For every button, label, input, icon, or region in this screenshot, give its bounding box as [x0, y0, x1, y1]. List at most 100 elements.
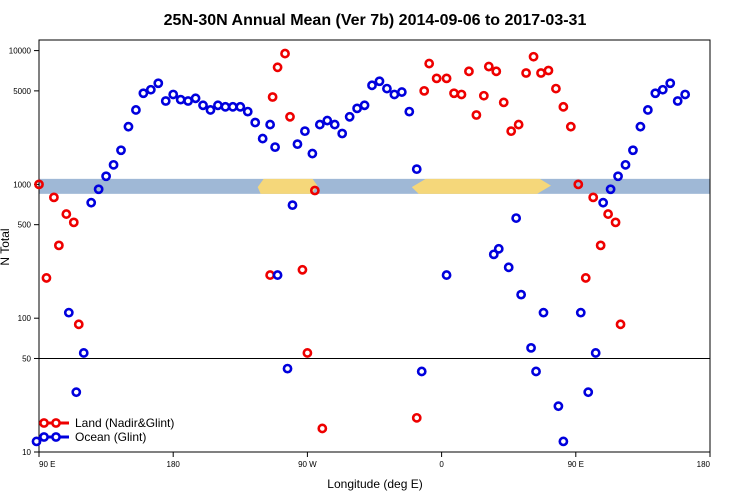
data-point [404, 106, 415, 117]
data-point [488, 249, 499, 260]
x-tick-label: 90 E [568, 460, 584, 469]
data-point [528, 51, 539, 62]
series-land [34, 48, 626, 434]
data-point [220, 101, 231, 112]
legend-label: Land (Nadir&Glint) [75, 416, 174, 430]
data-point [282, 363, 293, 374]
data-point [71, 387, 82, 398]
data-point [543, 65, 554, 76]
data-point [175, 94, 186, 105]
y-tick-label: 5000 [13, 87, 31, 96]
data-point [642, 105, 653, 115]
data-point [483, 61, 494, 72]
data-point [329, 119, 340, 130]
legend-marker [51, 418, 61, 428]
data-point [657, 84, 668, 95]
data-point [93, 184, 104, 195]
data-point [272, 270, 283, 280]
x-tick-label: 0 [439, 460, 444, 469]
data-point [168, 89, 179, 100]
x-tick-label: 180 [697, 460, 711, 469]
data-point [78, 348, 89, 358]
data-point [553, 401, 564, 412]
y-tick-label: 100 [18, 314, 32, 323]
data-point [265, 270, 276, 280]
data-point [680, 89, 691, 100]
data-point [367, 80, 377, 91]
data-point [603, 209, 614, 219]
data-point [314, 119, 325, 130]
data-point [516, 289, 527, 300]
data-point [287, 200, 298, 211]
data-point [441, 73, 452, 84]
x-tick-label: 90 W [298, 460, 317, 469]
data-point [41, 273, 52, 283]
legend-marker [39, 418, 49, 428]
legend-marker [39, 432, 49, 442]
data-point [61, 209, 72, 219]
y-tick-label: 500 [18, 221, 32, 230]
data-point [416, 366, 427, 377]
data-point [506, 126, 517, 137]
data-point [322, 115, 333, 126]
land-region [257, 178, 318, 194]
data-point [558, 436, 569, 447]
data-point [424, 58, 435, 69]
data-point [456, 89, 467, 100]
land-ocean-band [39, 178, 710, 194]
data-point [411, 412, 422, 423]
data-point [285, 111, 295, 122]
data-point [309, 185, 320, 196]
data-point [86, 197, 97, 208]
legend-marker [51, 432, 61, 442]
y-tick-label: 10000 [9, 47, 32, 56]
data-point [265, 119, 276, 130]
data-point [588, 192, 599, 203]
data-point [344, 111, 355, 122]
data-point [272, 62, 283, 73]
data-point [580, 273, 591, 283]
data-point [628, 145, 638, 156]
data-point [521, 68, 531, 78]
data-point [511, 213, 522, 223]
data-point [441, 270, 452, 280]
data-point [34, 179, 44, 190]
data-point [337, 128, 348, 139]
data-point [620, 159, 631, 170]
data-point [471, 110, 482, 120]
data-point [205, 105, 216, 115]
data-point [123, 121, 134, 132]
data-point [374, 76, 385, 87]
data-point [531, 366, 541, 377]
data-point [583, 387, 594, 398]
data-point [605, 184, 616, 195]
data-point [536, 68, 546, 78]
y-tick-label: 10 [22, 448, 31, 457]
data-point [31, 436, 42, 447]
data-point [352, 103, 363, 114]
data-point [242, 106, 253, 117]
data-point [503, 262, 514, 273]
data-point [317, 423, 328, 434]
data-point [53, 240, 64, 251]
data-point [665, 78, 676, 89]
data-point [116, 145, 126, 156]
data-point [292, 139, 303, 150]
data-point [108, 159, 119, 170]
data-point [145, 84, 156, 95]
legend-label: Ocean (Glint) [75, 430, 146, 444]
data-point [257, 133, 268, 144]
y-tick-label: 1000 [13, 180, 31, 189]
data-point [513, 119, 524, 130]
data-point [610, 217, 621, 228]
data-point [396, 87, 407, 97]
data-point [464, 66, 474, 77]
data-point [615, 319, 626, 330]
data-point [250, 117, 261, 128]
data-point [551, 83, 561, 94]
data-point [73, 319, 84, 330]
chart-title: 25N-30N Annual Mean (Ver 7b) 2014-09-06 … [164, 12, 587, 29]
data-point [565, 121, 576, 132]
data-point [650, 88, 661, 99]
